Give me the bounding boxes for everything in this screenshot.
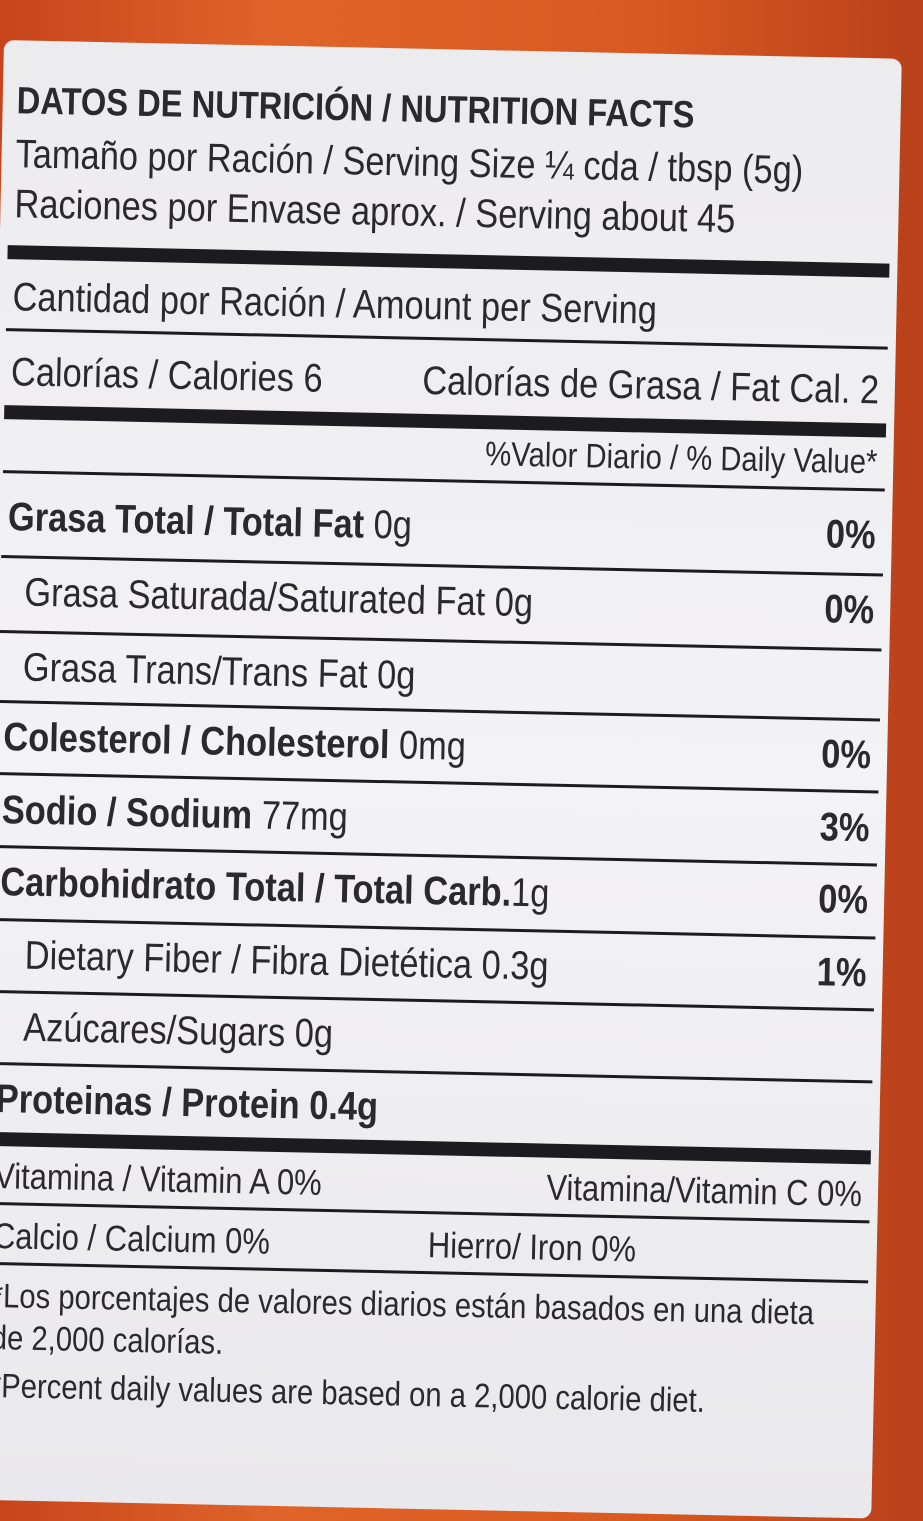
nutrition-label: DATOS DE NUTRICIÓN / NUTRITION FACTS Tam…	[0, 40, 902, 1519]
label-title: DATOS DE NUTRICIÓN / NUTRITION FACTS	[16, 80, 695, 137]
nutrient-row-fiber: Dietary Fiber / Fibra Dietética 0.3g 1%	[24, 933, 868, 996]
amount-per-serving: Cantidad por Ración / Amount per Serving	[12, 275, 658, 333]
nutrient-row-sugars: Azúcares/Sugars 0g	[22, 1005, 334, 1057]
nutrient-row-cholesterol: Colesterol / Cholesterol 0mg 0%	[2, 715, 872, 778]
nutrient-row-protein: Proteinas / Protein 0.4g	[0, 1077, 379, 1130]
footnote-spanish: *Los porcentajes de valores diarios está…	[0, 1277, 815, 1362]
nutrient-row-sodium: Sodio / Sodium 77mg 3%	[1, 788, 871, 851]
nutrient-row-total-carb: Carbohidrato Total / Total Carb.1g 0%	[0, 860, 869, 923]
nutrient-row-total-fat: Grasa Total / Total Fat 0g 0%	[7, 495, 877, 558]
calories-row: Calorías / Calories 6 Calorías de Grasa /…	[10, 350, 880, 413]
divider	[7, 245, 890, 278]
nutrient-row-trans-fat: Grasa Trans/Trans Fat 0g	[22, 645, 416, 698]
nutrient-row-saturated-fat: Grasa Saturada/Saturated Fat 0g 0%	[23, 570, 875, 633]
